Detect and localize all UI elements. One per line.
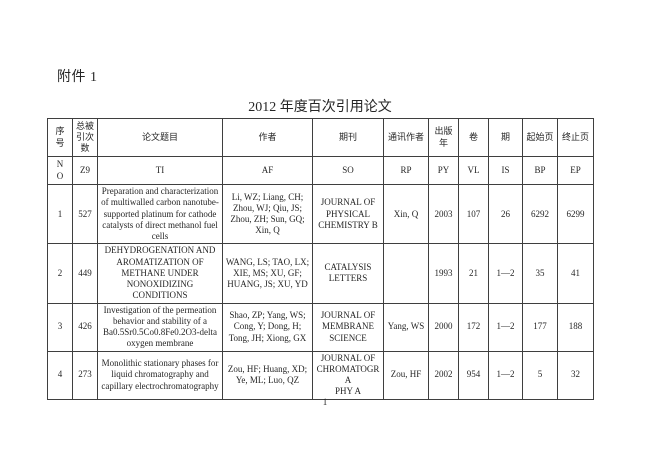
- cell-corresponding-author: Yang, WS: [383, 302, 429, 352]
- cell-end-page: 32: [557, 350, 594, 400]
- header-cell-begin-page: 起始页: [522, 118, 558, 157]
- cell-end-page: 41: [557, 243, 594, 304]
- cell-title: Investigation of the permeation behavior…: [97, 302, 223, 352]
- cell-year: 2000: [428, 302, 459, 352]
- cell-corresponding-author: [383, 243, 429, 304]
- cell-authors: Li, WZ; Liang, CH; Zhou, WJ; Qiu, JS; Zh…: [222, 183, 313, 245]
- cell-citations: 426: [72, 302, 98, 352]
- cell-authors: WANG, LS; TAO, LX; XIE, MS; XU, GF; HUAN…: [222, 243, 313, 304]
- table-row: 1 527 Preparation and characterization o…: [47, 183, 594, 245]
- code-cell-z9: Z9: [72, 156, 98, 185]
- cell-year: 2002: [428, 350, 459, 400]
- page-number: 1: [322, 397, 328, 407]
- code-cell-ep: EP: [557, 156, 594, 185]
- cell-corresponding-author: Zou, HF: [383, 350, 429, 400]
- cell-issue: 1—2: [488, 302, 523, 352]
- header-row-codes: N O Z9 TI AF SO RP PY VL IS BP EP: [47, 156, 594, 185]
- header-cell-issue: 期: [488, 118, 523, 157]
- cited-papers-table: 序 号 总被 引次 数 论文题目 作者 期刊 通讯作者 出版 年 卷 期 起始页…: [47, 118, 594, 400]
- attachment-label: 附件 1: [57, 70, 98, 85]
- code-cell-py: PY: [428, 156, 459, 185]
- cell-title: DEHYDROGENATION AND AROMATIZATION OF MET…: [97, 243, 223, 304]
- header-cell-citations: 总被 引次 数: [72, 118, 98, 157]
- table-row: 4 273 Monolithic stationary phases for l…: [47, 350, 594, 400]
- code-cell-no: N O: [47, 156, 73, 185]
- cell-volume: 21: [458, 243, 489, 304]
- code-cell-is: IS: [488, 156, 523, 185]
- cell-no: 2: [47, 243, 73, 304]
- cell-begin-page: 35: [522, 243, 558, 304]
- cell-corresponding-author: Xin, Q: [383, 183, 429, 245]
- header-cell-no: 序 号: [47, 118, 73, 157]
- header-cell-end-page: 终止页: [557, 118, 594, 157]
- table-row: 3 426 Investigation of the permeation be…: [47, 302, 594, 352]
- code-cell-vl: VL: [458, 156, 489, 185]
- code-cell-so: SO: [312, 156, 384, 185]
- cell-journal: JOURNAL OF PHYSICAL CHEMISTRY B: [312, 183, 384, 245]
- cell-year: 2003: [428, 183, 459, 245]
- cell-end-page: 6299: [557, 183, 594, 245]
- cell-issue: 26: [488, 183, 523, 245]
- header-cell-title: 论文题目: [97, 118, 223, 157]
- cell-journal: JOURNAL OF MEMBRANE SCIENCE: [312, 302, 384, 352]
- table-row: 2 449 DEHYDROGENATION AND AROMATIZATION …: [47, 243, 594, 304]
- cell-citations: 273: [72, 350, 98, 400]
- document-title: 2012 年度百次引用论文: [248, 100, 392, 115]
- header-cell-corresponding-author: 通讯作者: [383, 118, 429, 157]
- cell-citations: 449: [72, 243, 98, 304]
- code-cell-ti: TI: [97, 156, 223, 185]
- header-row-chinese: 序 号 总被 引次 数 论文题目 作者 期刊 通讯作者 出版 年 卷 期 起始页…: [47, 118, 594, 157]
- cell-issue: 1—2: [488, 350, 523, 400]
- cell-volume: 172: [458, 302, 489, 352]
- cell-begin-page: 6292: [522, 183, 558, 245]
- cell-year: 1993: [428, 243, 459, 304]
- cell-no: 1: [47, 183, 73, 245]
- header-cell-journal: 期刊: [312, 118, 384, 157]
- cell-volume: 107: [458, 183, 489, 245]
- cell-journal: CATALYSIS LETTERS: [312, 243, 384, 304]
- cell-no: 4: [47, 350, 73, 400]
- cell-title: Monolithic stationary phases for liquid …: [97, 350, 223, 400]
- cell-authors: Shao, ZP; Yang, WS; Cong, Y; Dong, H; To…: [222, 302, 313, 352]
- cell-begin-page: 5: [522, 350, 558, 400]
- cell-authors: Zou, HF; Huang, XD; Ye, ML; Luo, QZ: [222, 350, 313, 400]
- code-cell-rp: RP: [383, 156, 429, 185]
- cell-citations: 527: [72, 183, 98, 245]
- cell-begin-page: 177: [522, 302, 558, 352]
- header-cell-volume: 卷: [458, 118, 489, 157]
- header-cell-year: 出版 年: [428, 118, 459, 157]
- cell-volume: 954: [458, 350, 489, 400]
- cell-title: Preparation and characterization of mult…: [97, 183, 223, 245]
- header-cell-authors: 作者: [222, 118, 313, 157]
- code-cell-af: AF: [222, 156, 313, 185]
- cell-end-page: 188: [557, 302, 594, 352]
- cell-no: 3: [47, 302, 73, 352]
- code-cell-bp: BP: [522, 156, 558, 185]
- cell-journal: JOURNAL OF CHROMATOGRA PHY A: [312, 350, 384, 400]
- cell-issue: 1—2: [488, 243, 523, 304]
